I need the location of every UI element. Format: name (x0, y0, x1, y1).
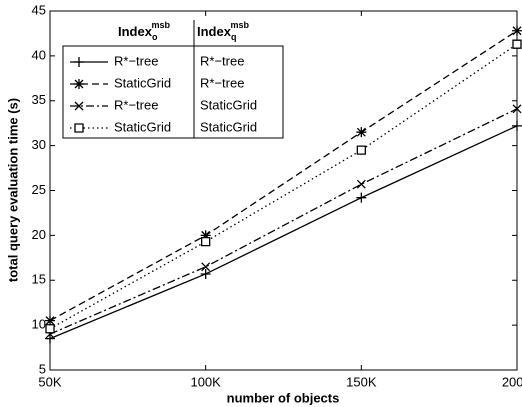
data-point (201, 237, 211, 247)
data-point (356, 127, 367, 138)
series-line (49, 108, 518, 335)
y-tick-label: 5 (39, 361, 46, 376)
legend-label-q: R*−tree (200, 53, 244, 68)
legend-label-q: StaticGrid (200, 119, 257, 134)
x-axis-label: number of objects (227, 390, 340, 405)
legend-header-sup: msb (151, 20, 170, 30)
y-tick-label: 45 (32, 2, 46, 17)
series-line (49, 125, 518, 340)
data-point (356, 192, 367, 203)
data-point (201, 262, 211, 272)
x-tick-label: 50K (38, 374, 61, 389)
y-tick-label: 35 (32, 92, 46, 107)
legend-header: Indexo msb (118, 20, 170, 42)
legend-header-base: Index (197, 24, 232, 39)
legend-label: StaticGrid (114, 75, 171, 90)
x-tick-label: 200K (502, 374, 522, 389)
x-tick-label: 100K (190, 374, 221, 389)
y-tick-label: 15 (32, 272, 46, 287)
legend-header-sub: o (152, 32, 158, 42)
y-tick-label: 30 (32, 137, 46, 152)
legend-label: StaticGrid (114, 119, 171, 134)
data-point (512, 39, 522, 49)
x-tick-label: 150K (346, 374, 377, 389)
legend-marker (74, 79, 84, 89)
legend-header: Indexq msb (197, 20, 249, 42)
legend-label-q: StaticGrid (200, 97, 257, 112)
legend-label-q: R*−tree (200, 75, 244, 90)
data-point (356, 145, 366, 155)
legend-marker (74, 101, 84, 111)
y-tick-label: 40 (32, 47, 46, 62)
legend-header-sup: msb (230, 20, 249, 30)
legend-box (62, 45, 284, 139)
y-tick-label: 20 (32, 227, 46, 242)
data-point (45, 324, 55, 334)
data-point (45, 315, 55, 326)
data-point (200, 230, 211, 241)
data-point (356, 179, 366, 189)
legend-marker (74, 57, 84, 67)
legend-label: R*−tree (114, 53, 158, 68)
series-line (49, 30, 518, 322)
y-tick-label: 10 (32, 317, 46, 332)
y-tick-label: 25 (32, 182, 46, 197)
legend-label: R*−tree (114, 97, 158, 112)
y-axis-label: total query evaluation time (s) (5, 98, 20, 282)
legend-marker (74, 123, 84, 133)
data-point (512, 104, 522, 114)
data-point (512, 120, 522, 131)
data-point (512, 25, 522, 36)
legend-header-base: Index (118, 24, 153, 39)
data-point (45, 333, 55, 344)
data-point (200, 268, 211, 279)
legend-header-sub: q (231, 32, 237, 42)
